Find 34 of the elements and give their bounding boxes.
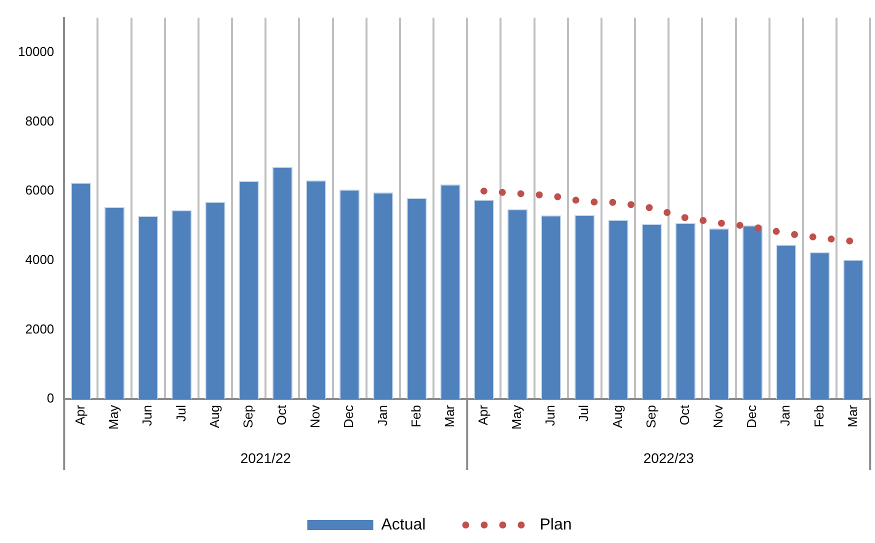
x-tick-label: Jul [576,404,592,422]
x-tick-label: May [106,404,122,430]
x-tick-label: Mar [844,404,860,428]
x-tick-label: Sep [643,405,658,428]
x-tick-label: May [509,404,524,430]
x-tick-label: Sep [240,405,256,428]
y-tick-label: 4000 [25,252,54,267]
x-tick-label: Aug [610,405,625,428]
x-tick-label: Apr [476,404,490,426]
y-tick-label: 10000 [18,44,54,60]
y-tick-label: 8000 [25,113,54,128]
x-tick-label: Jun [542,405,558,426]
x-tick-label: Mar [442,404,457,428]
x-tick-label: Jan [374,405,390,426]
y-tick-label: 2000 [25,321,54,336]
legend-label: Plan [540,516,572,534]
y-tick-label: 0 [46,390,54,406]
x-tick-label: Apr [72,404,88,426]
text: 2022/23 [643,450,694,466]
y-tick-label: 6000 [25,182,54,198]
text: 2021/22 [240,450,292,466]
x-tick-label: Oct [676,404,692,426]
x-tick-label: Feb [408,405,424,428]
x-tick-label: Jan [778,405,793,426]
x-tick-label: Dec [744,404,760,428]
x-tick-label: Aug [206,405,222,428]
x-tick-label: Feb [811,405,826,428]
x-tick-label: Nov [710,404,726,428]
legend-label: Actual [381,516,426,534]
x-tick-label: Jun [140,405,155,426]
x-tick-label: Oct [274,404,290,426]
x-tick-label: Jul [173,404,188,422]
x-tick-label: Nov [308,404,323,428]
x-tick-label: Dec [341,404,356,428]
